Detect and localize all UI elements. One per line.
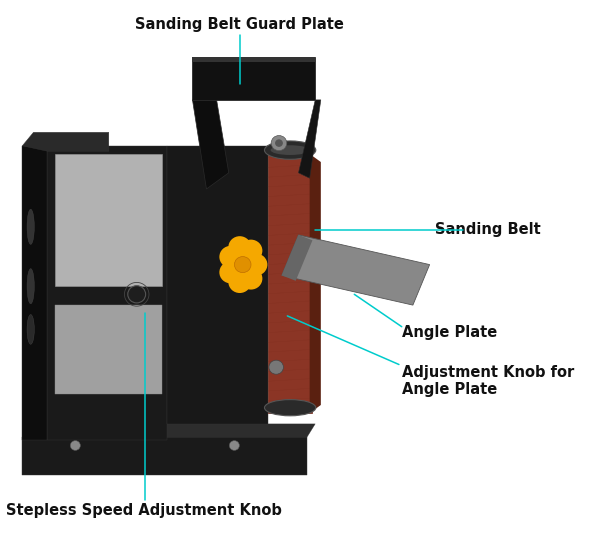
- Polygon shape: [193, 57, 315, 100]
- Polygon shape: [22, 132, 109, 151]
- Circle shape: [269, 360, 283, 374]
- Ellipse shape: [271, 145, 310, 155]
- Circle shape: [220, 261, 242, 284]
- Polygon shape: [22, 424, 315, 437]
- Circle shape: [128, 286, 146, 303]
- Circle shape: [229, 236, 251, 258]
- Polygon shape: [167, 146, 268, 424]
- Circle shape: [239, 267, 262, 289]
- Circle shape: [229, 441, 239, 450]
- Text: Stepless Speed Adjustment Knob: Stepless Speed Adjustment Knob: [5, 503, 281, 518]
- Polygon shape: [268, 154, 313, 413]
- Text: Sanding Belt Guard Plate: Sanding Belt Guard Plate: [136, 17, 344, 32]
- Circle shape: [245, 254, 268, 275]
- Ellipse shape: [265, 141, 316, 159]
- Polygon shape: [22, 437, 307, 475]
- Ellipse shape: [27, 314, 34, 345]
- Polygon shape: [193, 57, 315, 62]
- Circle shape: [239, 240, 262, 262]
- Polygon shape: [55, 305, 162, 394]
- Polygon shape: [282, 235, 313, 281]
- Polygon shape: [22, 146, 47, 440]
- Ellipse shape: [27, 209, 34, 244]
- Text: Adjustment Knob for
Angle Plate: Adjustment Knob for Angle Plate: [402, 364, 574, 397]
- Ellipse shape: [265, 400, 316, 416]
- Circle shape: [275, 139, 283, 147]
- Circle shape: [235, 256, 251, 273]
- Polygon shape: [299, 100, 321, 178]
- Circle shape: [220, 246, 242, 268]
- Circle shape: [70, 441, 80, 450]
- Circle shape: [271, 136, 287, 151]
- Polygon shape: [193, 89, 229, 189]
- Ellipse shape: [27, 269, 34, 303]
- Text: Angle Plate: Angle Plate: [402, 325, 497, 340]
- Circle shape: [229, 271, 251, 293]
- Polygon shape: [55, 154, 162, 286]
- Polygon shape: [282, 235, 430, 305]
- Text: Sanding Belt: Sanding Belt: [436, 222, 541, 237]
- Polygon shape: [47, 146, 167, 440]
- Polygon shape: [310, 154, 321, 413]
